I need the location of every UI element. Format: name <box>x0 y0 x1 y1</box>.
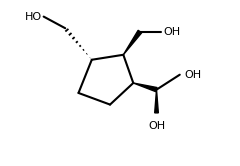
Text: OH: OH <box>163 27 180 37</box>
Polygon shape <box>133 83 157 92</box>
Text: OH: OH <box>185 70 202 80</box>
Polygon shape <box>155 90 158 113</box>
Polygon shape <box>123 30 142 55</box>
Text: HO: HO <box>25 12 42 22</box>
Text: OH: OH <box>148 121 165 131</box>
